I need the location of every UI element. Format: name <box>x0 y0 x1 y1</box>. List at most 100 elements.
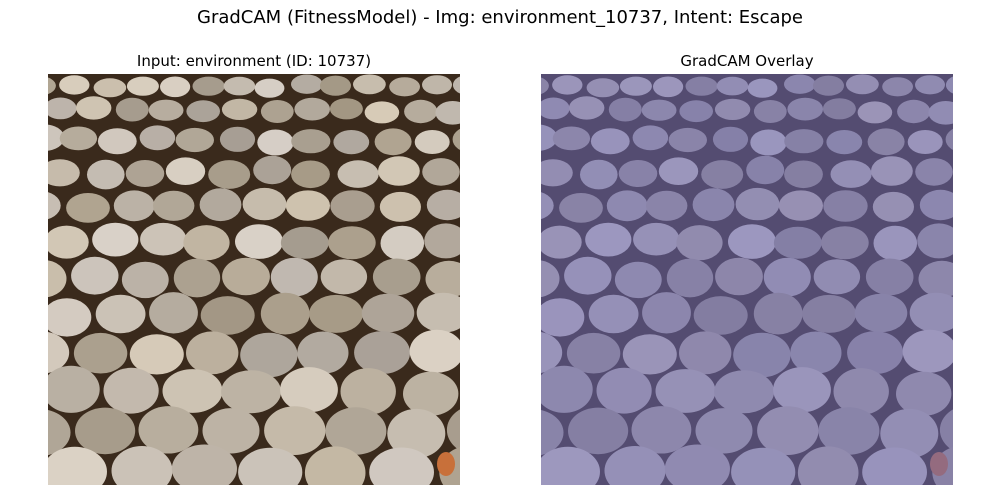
paver-stone <box>325 407 387 455</box>
paver-stone <box>111 446 173 485</box>
paver-stone <box>48 332 70 373</box>
paver-stone <box>374 128 412 156</box>
paver-stone <box>387 408 446 459</box>
paver-stone <box>59 75 90 95</box>
paver-stone <box>280 367 338 413</box>
paver-stone <box>264 406 326 455</box>
paver-stone <box>140 222 187 256</box>
paver-stone <box>270 257 318 297</box>
paver-stone <box>48 97 77 120</box>
paver-stone <box>221 370 282 414</box>
paver-stone <box>242 187 287 221</box>
paver-stone <box>183 225 230 261</box>
paver-stone <box>291 129 331 154</box>
paver-stone <box>71 256 119 295</box>
paver-stone <box>48 410 71 456</box>
paver-stone <box>59 126 98 151</box>
paver-stone <box>76 96 112 120</box>
paver-stone <box>414 130 450 154</box>
paver-stone <box>92 222 139 257</box>
paver-stone <box>379 191 421 222</box>
paver-stone <box>294 97 330 121</box>
paver-stone <box>426 189 460 221</box>
paver-stone <box>416 292 460 333</box>
paver-stone <box>219 126 256 152</box>
input-panel: Input: environment (ID: 10737) <box>48 50 460 485</box>
paver-stone <box>372 258 421 296</box>
paver-stone <box>126 76 159 96</box>
figure-title: GradCAM (FitnessModel) - Img: environmen… <box>197 7 803 28</box>
paver-stone <box>48 260 67 298</box>
paver-stone <box>171 444 237 485</box>
paver-stone <box>291 160 330 189</box>
paver-stone <box>103 367 159 414</box>
paver-stone <box>404 99 438 124</box>
paver-stone <box>369 447 434 485</box>
paver-stone <box>435 101 460 125</box>
paver-stone <box>200 296 255 335</box>
paver-stone <box>48 446 107 485</box>
paver-stone <box>202 408 260 454</box>
paver-stone <box>199 188 242 222</box>
overlay-panel: GradCAM Overlay <box>541 50 953 485</box>
paver-stone <box>320 75 351 96</box>
paver-stone <box>208 160 251 189</box>
orange-spot <box>437 452 455 476</box>
paver-stone <box>309 294 363 333</box>
paver-stone <box>113 190 155 222</box>
paver-stone <box>48 365 100 413</box>
paver-stone <box>253 155 292 185</box>
paver-stone <box>153 190 195 221</box>
paver-stone <box>125 160 165 187</box>
paver-stone <box>254 78 285 98</box>
paver-stone <box>285 190 330 221</box>
paver-stone <box>222 257 270 296</box>
paver-stone <box>328 226 376 260</box>
paver-stone <box>175 127 214 153</box>
paver-stone <box>452 76 460 94</box>
paver-stone <box>389 77 420 97</box>
input-panel-title: Input: environment (ID: 10737) <box>136 52 372 70</box>
paver-stone <box>73 332 128 374</box>
paver-stone <box>192 76 225 96</box>
paver-stone <box>115 97 149 122</box>
paver-stone <box>223 76 256 96</box>
paver-stone <box>48 124 65 151</box>
paver-stone <box>165 157 206 185</box>
paver-stone <box>186 331 239 375</box>
paver-stone <box>320 259 368 295</box>
paver-stone <box>149 292 198 334</box>
paver-stone <box>48 192 61 220</box>
input-image <box>48 74 460 485</box>
paver-stone <box>422 75 452 95</box>
paver-stone <box>291 74 323 94</box>
paver-stone <box>48 225 89 259</box>
paver-stone <box>129 334 184 375</box>
paver-stone <box>260 100 294 123</box>
paver-stone <box>353 74 386 95</box>
paver-stone <box>403 371 459 416</box>
paver-stone <box>139 125 176 151</box>
paver-stone <box>337 160 379 188</box>
paver-stone <box>160 76 191 98</box>
overlay-image <box>541 74 953 485</box>
paver-stone <box>424 223 460 259</box>
paver-stone <box>361 293 415 333</box>
paver-stone <box>95 294 146 334</box>
paver-stone <box>48 159 80 187</box>
paver-stone <box>354 331 411 375</box>
paver-stone <box>240 332 298 378</box>
paver-stone <box>221 98 258 120</box>
paver-stone <box>121 261 169 299</box>
paver-stone <box>329 98 363 120</box>
paver-stone <box>66 193 110 223</box>
paver-stone <box>333 130 370 155</box>
paver-stone <box>452 128 460 150</box>
gradcam-heatmap-overlay <box>541 74 953 485</box>
paver-stone <box>148 99 184 121</box>
overlay-panel-title: GradCAM Overlay <box>680 52 814 70</box>
paver-stone <box>297 331 349 374</box>
paver-stone <box>380 225 425 261</box>
paver-stone <box>48 298 92 337</box>
paver-stone <box>425 260 460 298</box>
